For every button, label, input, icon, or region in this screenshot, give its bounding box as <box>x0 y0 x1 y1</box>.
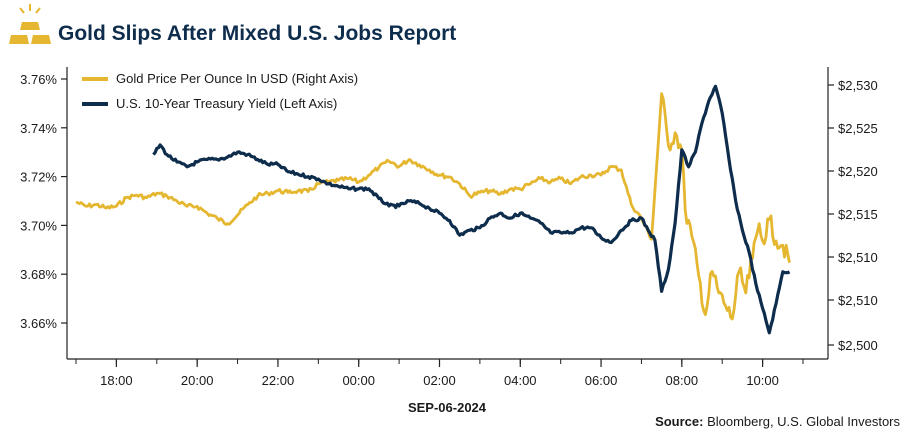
right-axis: $2,530 $2,525 $2,520 $2,515 $2,510 $2,510 $2,5… <box>828 78 878 353</box>
left-tick-label: 3.76% <box>20 72 57 87</box>
right-tick-label: $2,500 <box>838 338 878 353</box>
x-axis-label: SEP-06-2024 <box>408 400 487 415</box>
chart-title: Gold Slips After Mixed U.S. Jobs Report <box>58 22 456 45</box>
plot-area <box>75 84 791 335</box>
right-tick-label: $2,515 <box>838 207 878 222</box>
source-note: Source: Bloomberg, U.S. Global Investors <box>655 414 900 429</box>
x-tick-label: 02:00 <box>423 373 456 388</box>
left-tick-label: 3.74% <box>20 121 57 136</box>
right-tick-label: $2,510 <box>838 250 878 265</box>
x-tick-label: 08:00 <box>666 373 699 388</box>
gold-price-line <box>75 92 791 321</box>
x-tick-label: 06:00 <box>585 373 618 388</box>
x-tick-label: 00:00 <box>342 373 375 388</box>
x-tick-label: 10:00 <box>746 373 779 388</box>
gold-bars-icon <box>9 4 51 44</box>
legend-label-gold: Gold Price Per Ounce In USD (Right Axis) <box>116 71 358 86</box>
x-tick-label: 22:00 <box>262 373 295 388</box>
x-axis: 18:00 20:00 22:00 00:00 02:00 04:00 06:00 08:00… <box>75 359 804 388</box>
legend: Gold Price Per Ounce In USD (Right Axis)… <box>82 71 358 111</box>
right-tick-label: $2,530 <box>838 78 878 93</box>
left-tick-label: 3.66% <box>20 316 57 331</box>
x-tick-label: 20:00 <box>181 373 214 388</box>
left-axis: 3.76% 3.74% 3.72% 3.70% 3.68% 3.66% <box>20 72 67 331</box>
right-tick-label: $2,525 <box>838 121 878 136</box>
source-text: Bloomberg, U.S. Global Investors <box>703 414 900 429</box>
left-tick-label: 3.70% <box>20 218 57 233</box>
right-tick-label: $2,510 <box>838 293 878 308</box>
treasury-yield-line <box>152 84 791 335</box>
legend-label-yield: U.S. 10-Year Treasury Yield (Left Axis) <box>116 96 337 111</box>
source-label: Source: <box>655 414 703 429</box>
left-tick-label: 3.68% <box>20 267 57 282</box>
x-tick-label: 04:00 <box>504 373 537 388</box>
right-tick-label: $2,520 <box>838 164 878 179</box>
left-tick-label: 3.72% <box>20 170 57 185</box>
x-tick-label: 18:00 <box>100 373 133 388</box>
